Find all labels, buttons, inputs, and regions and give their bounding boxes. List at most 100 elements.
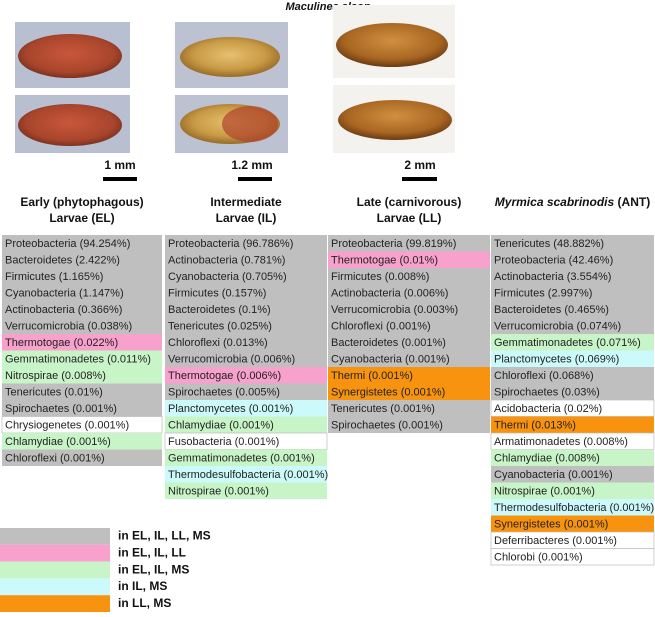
taxon-cell (2, 301, 162, 318)
taxon-cell (165, 301, 327, 318)
taxon-cell (491, 383, 654, 400)
taxon-label: Chloroflexi (0.013%) (168, 337, 268, 349)
taxon-label: Chrysiogenetes (0.001%) (5, 420, 129, 432)
taxon-cell (2, 449, 162, 466)
taxon-cell (165, 416, 327, 433)
taxon-label: Nitrospirae (0.001%) (494, 486, 595, 498)
larva (18, 34, 122, 78)
column-title: Larvae (LL) (377, 211, 442, 225)
taxon-label: Thermotogae (0.022%) (5, 337, 118, 349)
taxon-cell (328, 284, 490, 301)
taxon-cell (2, 383, 162, 400)
scale-label: 2 mm (404, 158, 435, 172)
taxon-label: Gemmatimonadetes (0.001%) (168, 453, 315, 465)
taxon-label: Proteobacteria (94.254%) (5, 238, 130, 250)
taxon-label: Actinobacteria (0.006%) (331, 288, 448, 300)
column-title-rest: (ANT) (618, 195, 651, 209)
taxon-label: Chlamydiae (0.001%) (168, 420, 274, 432)
taxon-label: Chloroflexi (0.068%) (494, 370, 594, 382)
taxon-cell (491, 317, 654, 334)
taxon-label: Planctomycetes (0.001%) (168, 403, 293, 415)
taxon-label: Thermi (0.001%) (331, 370, 413, 382)
larva (18, 104, 122, 146)
taxon-cell (328, 301, 490, 318)
taxon-cell (2, 235, 162, 252)
taxon-label: Gemmatimonadetes (0.011%) (5, 354, 151, 366)
taxon-label: Spirochaetes (0.03%) (494, 387, 600, 399)
taxon-label: Actinobacteria (0.366%) (5, 304, 122, 316)
taxon-cell (165, 449, 327, 466)
scale-label: 1.2 mm (231, 158, 272, 172)
legend-swatch (0, 561, 110, 579)
taxon-cell (490, 548, 655, 566)
taxon-label: Firmicutes (1.165%) (5, 271, 103, 283)
taxon-cell (328, 383, 490, 400)
taxon-label: Thermodesulfobacteria (0.001%) (494, 502, 654, 514)
legend-swatch (0, 595, 110, 612)
larva (338, 100, 452, 140)
taxon-cell (491, 466, 654, 483)
taxon-label: Tenericutes (48.882%) (494, 238, 604, 250)
taxon-label: Cyanobacteria (0.001%) (494, 469, 613, 481)
taxon-cell (328, 400, 490, 417)
legend-swatch (0, 544, 110, 562)
legend-label: in IL, MS (118, 579, 167, 593)
taxon-label: Actinobacteria (3.554%) (494, 271, 611, 283)
taxon-label: Thermotogae (0.006%) (168, 370, 281, 382)
taxon-label: Verrucomicrobia (0.074%) (494, 321, 621, 333)
column-title: Myrmica scabrinodis (ANT) (495, 195, 650, 209)
taxon-cell (491, 301, 654, 318)
legend-swatch (0, 528, 110, 545)
taxon-cell (165, 383, 327, 400)
taxon-cell (165, 235, 327, 252)
taxon-cell (491, 268, 654, 285)
taxon-label: Firmicutes (0.157%) (168, 288, 266, 300)
taxon-label: Tenericutes (0.01%) (5, 387, 103, 399)
taxon-cell (165, 400, 327, 417)
taxon-cell (491, 251, 654, 268)
taxon-cell (2, 350, 162, 367)
column-title: Larvae (EL) (49, 211, 114, 225)
larva (180, 37, 280, 77)
taxon-label: Armatimonadetes (0.008%) (494, 436, 628, 448)
taxon-cell (165, 350, 327, 367)
taxon-cell (2, 284, 162, 301)
taxon-label: Cyanobacteria (0.001%) (331, 354, 450, 366)
taxon-label: Tenericutes (0.001%) (331, 403, 435, 415)
legend-label: in EL, IL, LL (118, 545, 186, 559)
taxon-label: Proteobacteria (96.786%) (168, 238, 293, 250)
taxon-label: Deferribacteres (0.001%) (494, 535, 617, 547)
column-title: Intermediate (210, 195, 282, 209)
taxon-label: Gemmatimonadetes (0.071%) (494, 337, 641, 349)
taxon-cell (328, 235, 490, 252)
taxon-label: Chlamydiae (0.001%) (5, 436, 111, 448)
taxon-label: Thermi (0.013%) (494, 420, 576, 432)
taxon-label: Chlamydiae (0.008%) (494, 453, 600, 465)
taxon-cell (2, 317, 162, 334)
taxon-label: Nitrospirae (0.001%) (168, 486, 269, 498)
taxon-label: Planctomycetes (0.069%) (494, 354, 619, 366)
taxon-label: Verrucomicrobia (0.003%) (331, 304, 458, 316)
taxon-label: Bacteroidetes (0.1%) (168, 304, 271, 316)
larva (336, 23, 448, 67)
taxon-cell (328, 416, 490, 433)
taxon-cell (491, 416, 654, 433)
taxon-cell (165, 482, 327, 499)
column-title-italic: Myrmica scabrinodis (495, 195, 615, 209)
legend-label: in EL, IL, LL, MS (118, 529, 211, 543)
taxon-cell (165, 466, 327, 483)
taxon-cell (165, 334, 327, 351)
taxon-cell (2, 367, 162, 384)
taxon-label: Cyanobacteria (0.705%) (168, 271, 287, 283)
taxon-label: Chloroflexi (0.001%) (331, 321, 431, 333)
taxon-label: Bacteroidetes (0.001%) (331, 337, 446, 349)
taxon-label: Fusobacteria (0.001%) (168, 436, 279, 448)
taxon-label: Acidobacteria (0.02%) (494, 403, 602, 415)
column-title: Larvae (IL) (216, 211, 277, 225)
taxon-label: Nitrospirae (0.008%) (5, 370, 106, 382)
taxon-cell (491, 515, 654, 532)
photos (15, 5, 455, 153)
taxon-cell (165, 367, 327, 384)
scale-label: 1 mm (104, 158, 135, 172)
taxon-cell (165, 251, 327, 268)
